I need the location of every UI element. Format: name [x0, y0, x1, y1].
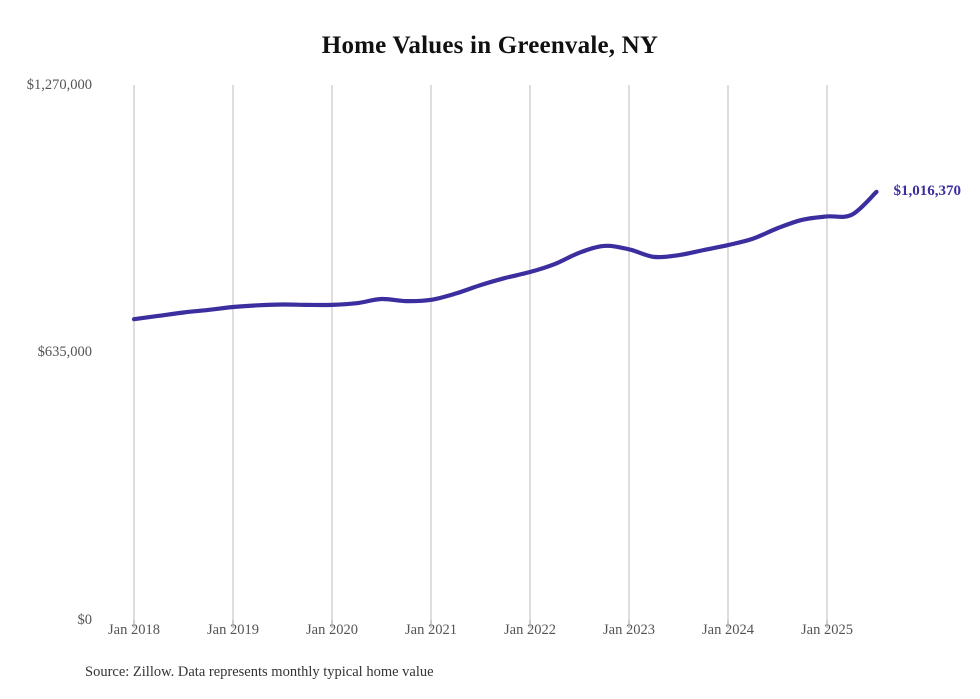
- y-axis-tick-label-top: $1,270,000: [26, 77, 92, 93]
- y-axis-tick-label-mid: $635,000: [37, 344, 92, 360]
- x-axis-tick-label-3: Jan 2021: [405, 622, 457, 638]
- source-note: Source: Zillow. Data represents monthly …: [85, 664, 434, 680]
- x-axis-tick-label-2: Jan 2020: [306, 622, 358, 638]
- data-line-series-0: [131, 189, 879, 322]
- x-axis-tick-label-1: Jan 2019: [207, 622, 259, 638]
- x-axis-tick-label-6: Jan 2024: [702, 622, 754, 638]
- x-axis-ticks: [133, 620, 828, 628]
- gridlines: [133, 85, 828, 620]
- page-title: Home Values in Greenvale, NY: [321, 32, 659, 59]
- y-axis-tick-label-bottom: $0: [77, 612, 93, 628]
- end-value-label: $1,016,370: [893, 182, 962, 199]
- x-axis-tick-label-7: Jan 2025: [801, 622, 853, 638]
- x-axis-tick-label-5: Jan 2023: [603, 622, 655, 638]
- x-axis-tick-label-0: Jan 2018: [108, 622, 160, 638]
- x-axis-tick-label-4: Jan 2022: [504, 622, 556, 638]
